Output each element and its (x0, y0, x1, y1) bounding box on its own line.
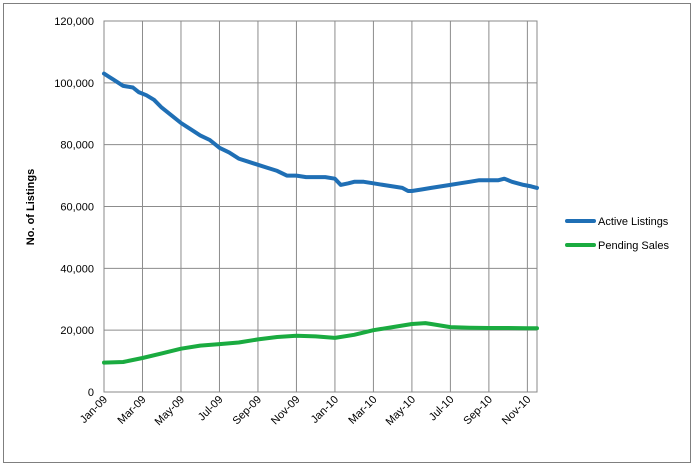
y-axis-ticks: 0 20,000 40,000 60,000 80,000 100,000 120,000 (54, 16, 94, 399)
plot-area (103, 20, 538, 393)
legend-label: Pending Sales (598, 240, 669, 252)
series-lines (102, 71, 539, 365)
x-tick-label: Jul-10 (427, 394, 457, 424)
y-tick-label: 80,000 (60, 140, 94, 152)
y-tick-label: 100,000 (54, 78, 94, 90)
y-tick-label: 120,000 (54, 16, 94, 28)
x-tick-label: Nov-10 (500, 394, 534, 428)
legend-label: Active Listings (598, 216, 669, 228)
legend: Active Listings Pending Sales (565, 216, 669, 252)
y-axis-label: No. of Listings (25, 169, 37, 245)
y-tick-label: 20,000 (60, 325, 94, 337)
x-tick-label: Sep-10 (461, 394, 495, 428)
x-tick-label: Jan-10 (309, 394, 341, 426)
x-tick-label: Sep-09 (231, 394, 265, 428)
x-tick-label: May-09 (153, 394, 187, 428)
series-line-active-listings (102, 71, 539, 193)
x-tick-label: Mar-09 (115, 394, 148, 427)
series-line-pending-sales (102, 321, 539, 365)
x-axis-ticks: Jan-09 Mar-09 May-09 Jul-09 Sep-09 Nov-09 Jan-… (78, 394, 534, 428)
x-tick-label: Nov-09 (269, 394, 303, 428)
x-tick-label: Jul-09 (196, 394, 226, 424)
x-tick-label: May-10 (384, 394, 418, 428)
x-tick-label: Mar-10 (346, 394, 379, 427)
y-tick-label: 40,000 (60, 263, 94, 275)
y-tick-label: 0 (88, 387, 94, 399)
chart-frame (3, 3, 691, 463)
y-tick-label: 60,000 (60, 202, 94, 214)
